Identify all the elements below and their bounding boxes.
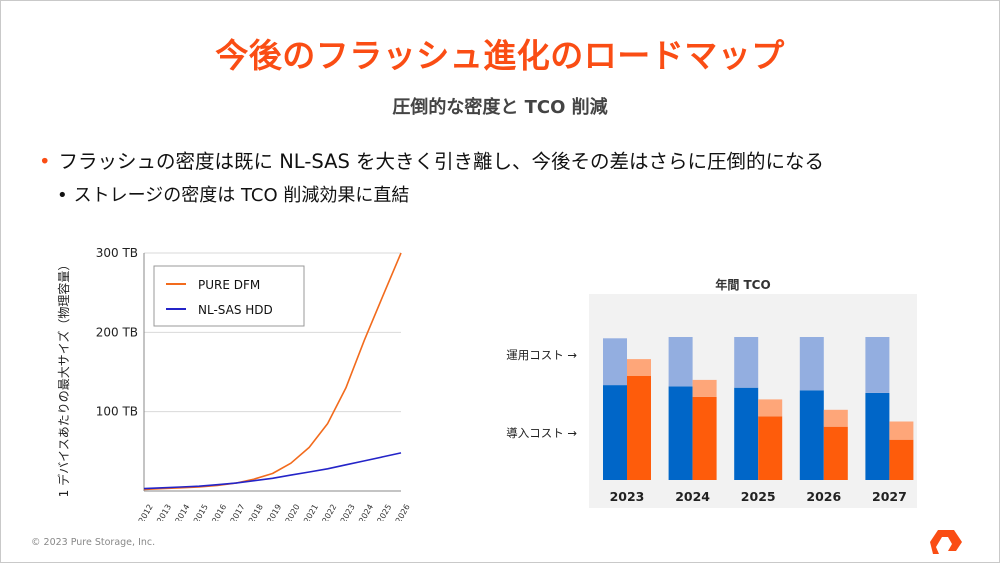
- x-tick-label: 2014: [174, 503, 192, 521]
- x-tick-label: 2019: [265, 503, 283, 521]
- bullet-point-2: • ストレージの密度は TCO 削減効果に直結: [57, 181, 409, 207]
- bar-install-cost: [692, 396, 717, 480]
- x-tick-label: 2018: [247, 503, 265, 521]
- category-label: 2025: [741, 489, 776, 504]
- bar-operating-cost: [668, 337, 693, 387]
- series-line-2: [143, 452, 402, 490]
- bar-operating-cost: [734, 337, 759, 388]
- bar-operating-cost: [823, 409, 848, 427]
- bar-install-cost: [799, 390, 824, 480]
- bar-operating-cost: [865, 337, 890, 393]
- y-tick-label: 300 TB: [96, 246, 138, 260]
- y-tick-label: 100 TB: [96, 405, 138, 419]
- category-label: 2024: [675, 489, 710, 504]
- x-tick-label: 2022: [320, 503, 338, 521]
- x-tick-label: 2026: [394, 503, 411, 521]
- bar-install-cost: [865, 392, 890, 480]
- x-tick-label: 2012: [137, 503, 155, 521]
- annotation-operating-cost: 運用コスト →: [506, 348, 577, 362]
- x-tick-label: 2021: [302, 503, 320, 521]
- x-tick-label: 2024: [357, 503, 375, 521]
- slide-subtitle: 圧倒的な密度と TCO 削減: [392, 97, 608, 118]
- bar-operating-cost: [758, 399, 783, 417]
- x-tick-label: 2020: [284, 503, 302, 521]
- bullet-text-1: フラッシュの密度は既に NL-SAS を大きく引き離し、今後その差はさらに圧倒的…: [58, 150, 825, 173]
- bar-operating-cost: [603, 338, 627, 386]
- bar-install-cost: [823, 426, 848, 480]
- y-tick-label: 200 TB: [96, 325, 138, 339]
- legend-label: NL-SAS HDD: [198, 303, 273, 317]
- bar-operating-cost: [799, 337, 824, 391]
- x-tick-label: 2013: [155, 503, 173, 521]
- bar-install-cost: [603, 385, 627, 480]
- x-tick-label: 2016: [210, 503, 228, 521]
- tco-bar-chart: 年間 TCO 2023 2024 2025 2026 2027 運用コスト → 導入コスト →: [506, 277, 917, 508]
- bar-install-cost: [889, 439, 914, 480]
- bullet-text-2: ストレージの密度は TCO 削減効果に直結: [73, 185, 410, 206]
- x-tick-label: 2017: [229, 503, 247, 521]
- annotation-install-cost: 導入コスト →: [506, 426, 577, 440]
- bar-install-cost: [668, 386, 693, 480]
- sub-bullet-dot-icon: •: [57, 185, 68, 206]
- legend-label: PURE DFM: [198, 278, 260, 292]
- x-tick-label: 2023: [339, 503, 357, 521]
- category-label: 2027: [872, 489, 907, 504]
- pure-storage-logo-icon: [929, 529, 963, 559]
- bar-operating-cost: [627, 359, 651, 376]
- chart-title: 年間 TCO: [715, 277, 770, 292]
- category-label: 2023: [610, 489, 645, 504]
- legend-box: [153, 265, 305, 327]
- x-tick-label: 2015: [192, 503, 210, 521]
- category-label: 2026: [806, 489, 841, 504]
- bar-install-cost: [627, 376, 651, 480]
- bar-operating-cost: [889, 421, 914, 440]
- slide-title: 今後のフラッシュ進化のロードマップ: [215, 36, 785, 75]
- bar-install-cost: [758, 416, 783, 480]
- bullet-dot-icon: •: [39, 150, 51, 173]
- x-tick-label: 2025: [375, 503, 393, 521]
- bar-operating-cost: [692, 379, 717, 397]
- copyright-footer: © 2023 Pure Storage, Inc.: [31, 537, 156, 548]
- bullet-point-1: • フラッシュの密度は既に NL-SAS を大きく引き離し、今後その差はさらに圧倒…: [39, 145, 824, 174]
- bar-install-cost: [734, 387, 759, 480]
- y-axis-label: 1 デバイスあたりの最大サイズ（物理容量）: [56, 259, 71, 498]
